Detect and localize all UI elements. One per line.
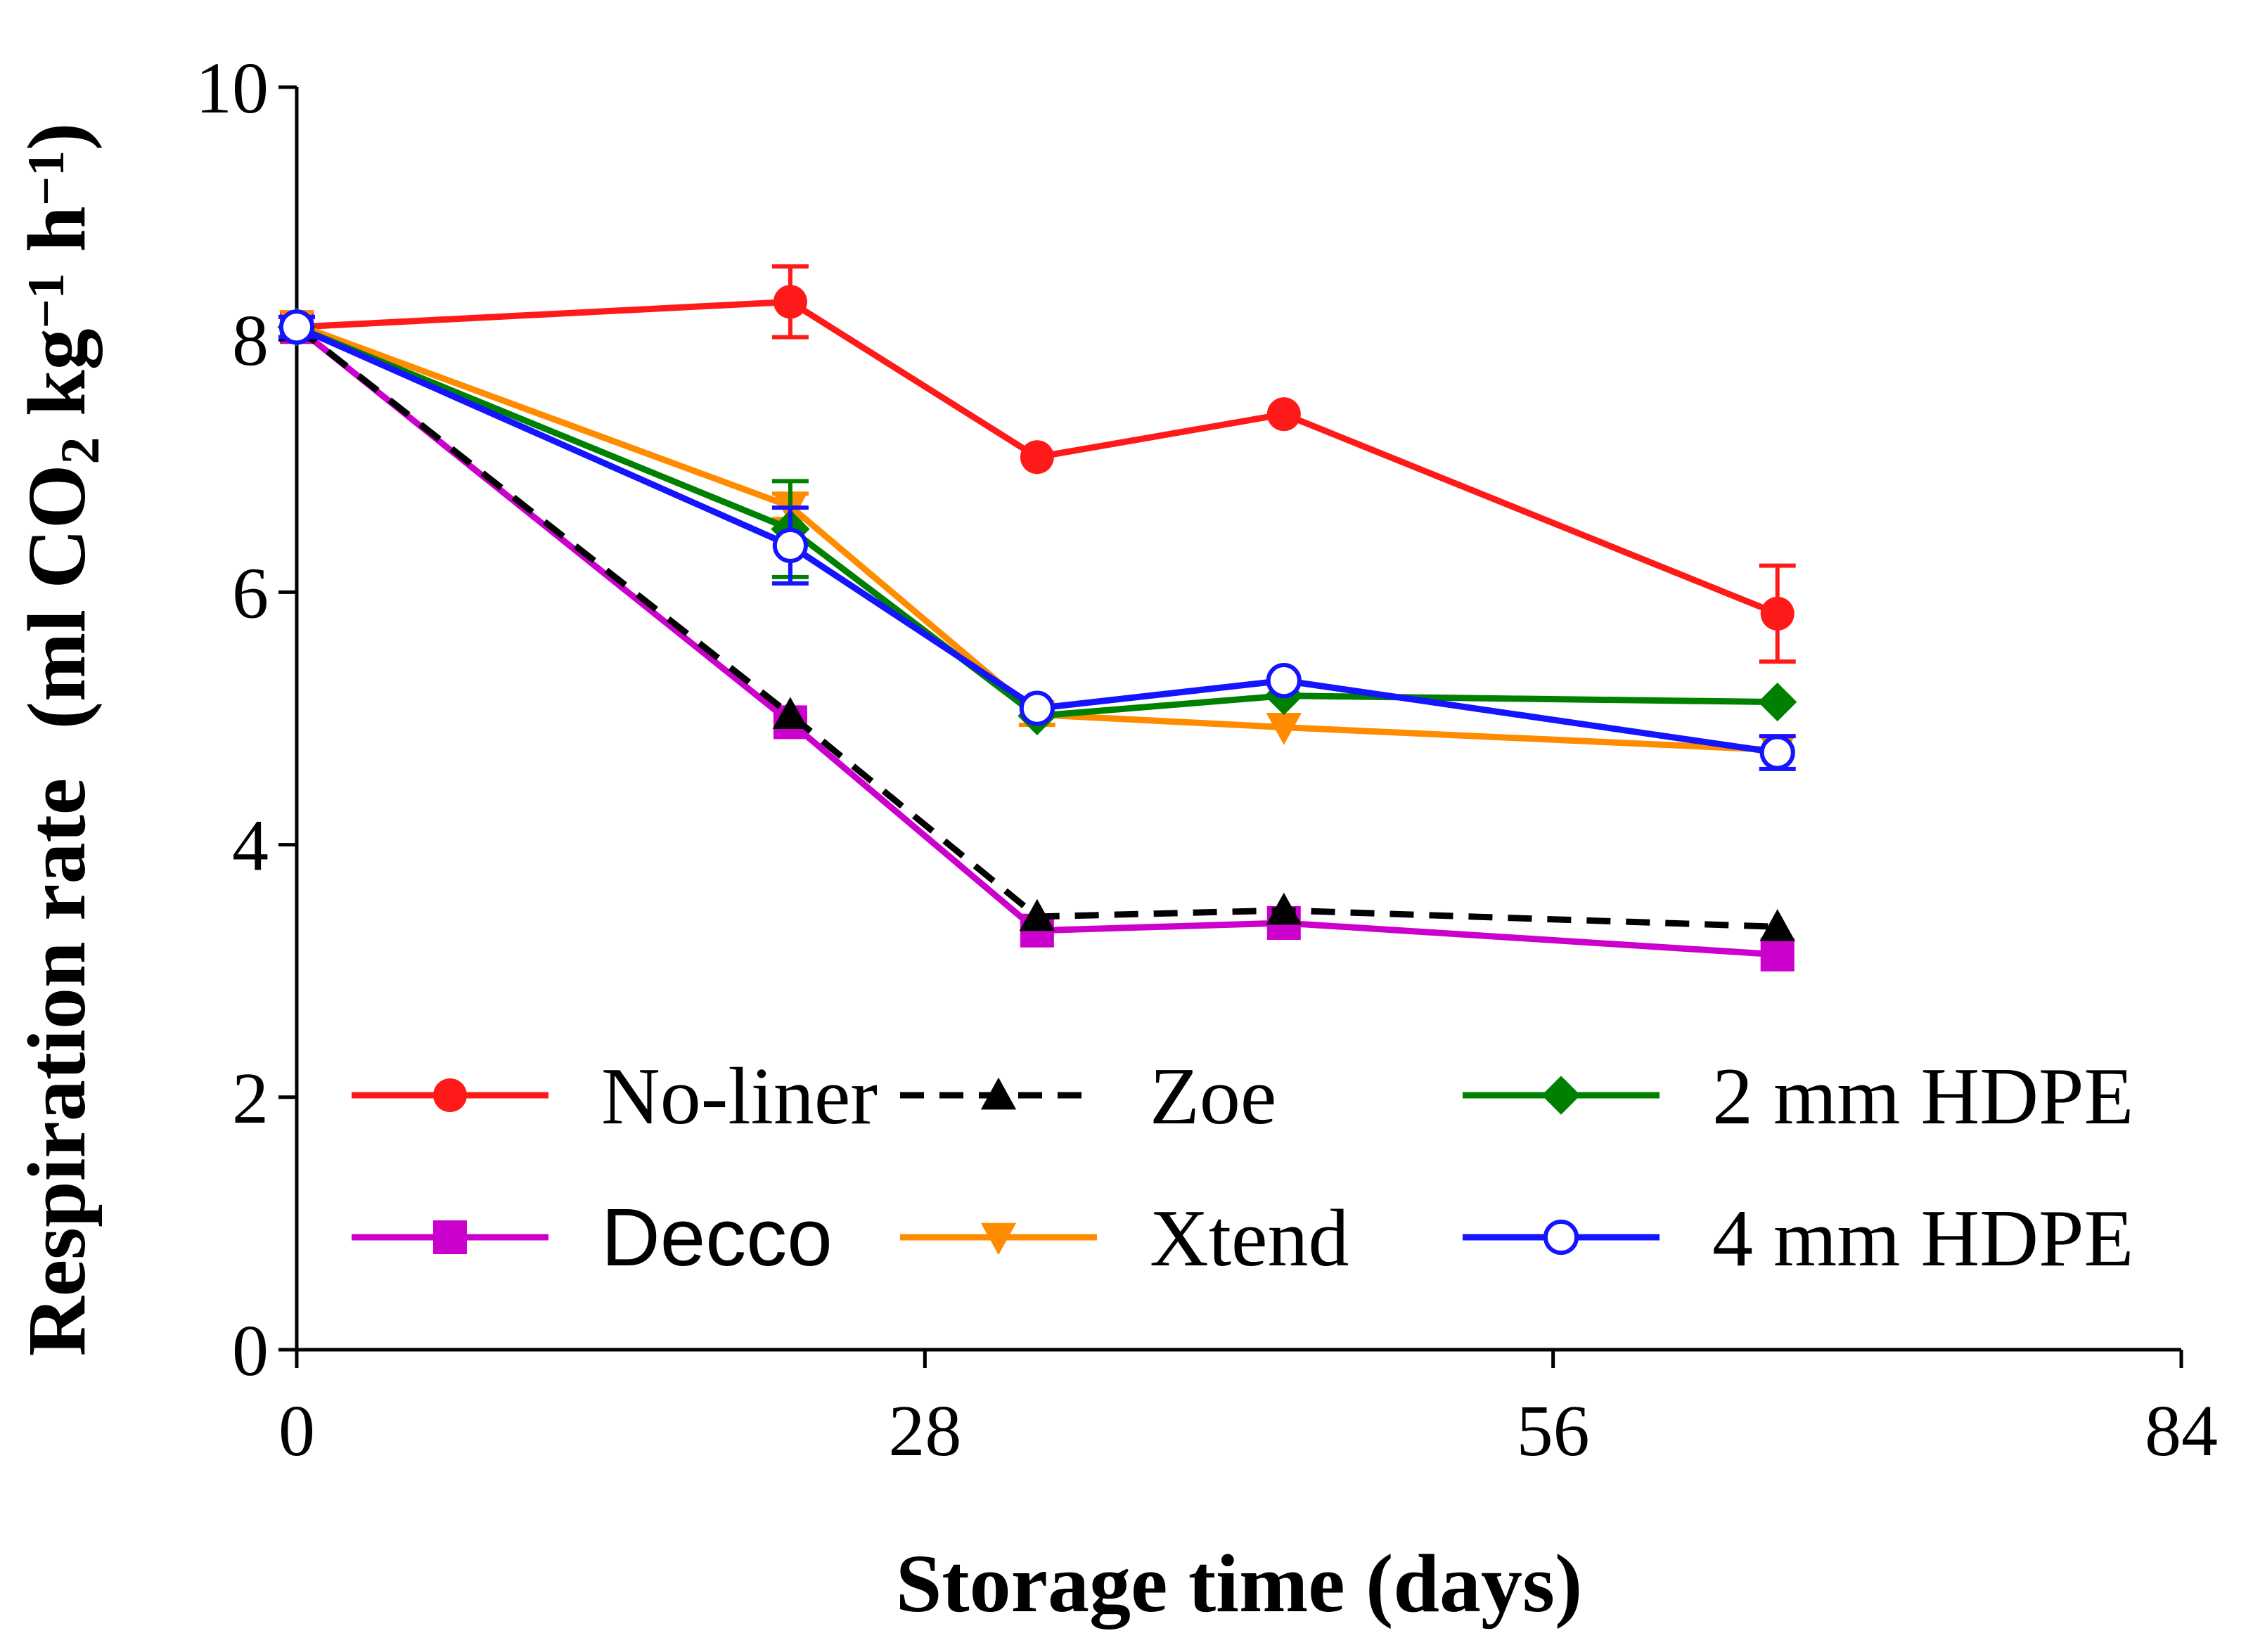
series-no-liner (278, 264, 1796, 664)
y-tick-label: 0 (232, 1310, 269, 1391)
data-point-zoe (1019, 898, 1055, 931)
legend-marker-2-mm-hdpe (1541, 1076, 1581, 1115)
legend-item-2-mm-hdpe: 2 mm HDPE (1463, 1052, 2133, 1142)
data-point-4-mm-hdpe (772, 527, 808, 564)
x-tick-label: 84 (2145, 1390, 2218, 1471)
data-point-zoe (772, 697, 809, 730)
legend-label-decco: Decco (601, 1192, 833, 1283)
y-axis-title-main: Respiration rate (11, 778, 103, 1357)
data-point-4-mm-hdpe (1266, 663, 1302, 699)
y-axis-title-unit-h: h (11, 206, 103, 273)
data-point-no-liner (1760, 596, 1795, 631)
y-axis-title-unit-sup1: −1 (18, 273, 75, 328)
y-axis-title-unit-kg: kg (11, 328, 103, 437)
data-point-zoe (1266, 892, 1302, 925)
x-tick-label: 0 (278, 1390, 315, 1471)
y-tick-label: 10 (195, 48, 269, 129)
x-axis-title: Storage time (days) (896, 1537, 1583, 1630)
legend: No-liner Zoe 2 mm HDPE Decco Xtend 4 mm HDPE (352, 1052, 2133, 1284)
x-tick-label: 28 (888, 1390, 961, 1471)
series-4-mm-hdpe (278, 309, 1796, 771)
data-point-decco (1760, 937, 1795, 972)
data-point-4-mm-hdpe (1759, 735, 1795, 770)
y-tick-label: 2 (232, 1058, 269, 1139)
axes (295, 87, 2181, 1352)
data-point-4-mm-hdpe (278, 309, 315, 345)
data-point-no-liner (1266, 397, 1301, 432)
data-point-zoe (1759, 909, 1795, 941)
legend-item-decco: Decco (352, 1192, 833, 1283)
y-tick-label: 8 (232, 300, 269, 381)
legend-item-xtend: Xtend (900, 1194, 1349, 1284)
series (277, 264, 1797, 972)
y-tick-label: 6 (232, 553, 269, 633)
legend-label-no-liner: No-liner (601, 1052, 878, 1142)
legend-label-4-mm-hdpe: 4 mm HDPE (1712, 1194, 2133, 1284)
legend-marker-zoe (980, 1077, 1017, 1110)
legend-item-no-liner: No-liner (352, 1052, 878, 1142)
series-decco (280, 310, 1795, 972)
legend-marker-4-mm-hdpe (1543, 1219, 1579, 1256)
data-point-no-liner (773, 285, 807, 319)
data-point-xtend (1266, 713, 1302, 745)
y-tick-label: 4 (232, 806, 269, 886)
y-axis-title-unit-close: ) (11, 123, 103, 150)
y-axis-title-unit-sub: 2 (49, 437, 110, 465)
y-axis-title: Respiration rate (ml CO2 kg−1 h−1) (11, 123, 110, 1357)
data-point-no-liner (1020, 440, 1054, 475)
y-axis-title-unit-open: (ml CO (11, 465, 103, 730)
y-axis-title-unit-sup2: −1 (18, 150, 75, 206)
legend-marker-xtend (980, 1222, 1017, 1256)
data-point-4-mm-hdpe (1019, 690, 1055, 726)
legend-label-xtend: Xtend (1150, 1194, 1349, 1284)
legend-marker-decco (433, 1220, 467, 1254)
legend-label-zoe: Zoe (1150, 1052, 1276, 1142)
data-point-2-mm-hdpe (1758, 683, 1797, 722)
ticks: 0 2 4 6 8 10 0 28 56 84 (195, 48, 2218, 1471)
legend-label-2-mm-hdpe: 2 mm HDPE (1712, 1052, 2133, 1142)
legend-item-zoe: Zoe (900, 1052, 1276, 1142)
x-tick-label: 56 (1517, 1390, 1590, 1471)
legend-item-4-mm-hdpe: 4 mm HDPE (1463, 1194, 2133, 1284)
series-line-xtend (295, 321, 1778, 754)
legend-marker-no-liner (433, 1078, 467, 1112)
series-line-4-mm-hdpe (295, 324, 1778, 756)
series-2-mm-hdpe (277, 307, 1797, 736)
